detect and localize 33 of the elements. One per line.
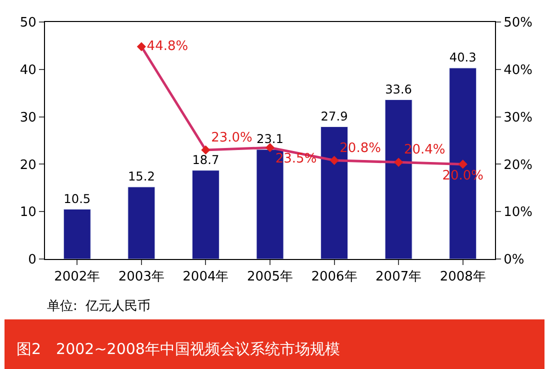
y2-tick-label: 20% — [504, 158, 533, 173]
bar — [192, 170, 220, 259]
x-tick-label: 2006年 — [311, 270, 358, 285]
bar — [128, 186, 156, 259]
x-tick-label: 2005年 — [246, 270, 294, 285]
x-tick-label: 2002年 — [54, 270, 100, 285]
y2-tick-label: 30% — [504, 110, 533, 126]
x-tick-label: 2003年 — [118, 270, 164, 285]
data-label: 18.7 — [192, 152, 220, 167]
y-tick-label: 50 — [20, 16, 36, 31]
data-label: 23.0% — [211, 130, 252, 146]
text: 单位: 亿元人民币 — [47, 299, 151, 314]
y2-tick-label: 0% — [504, 252, 524, 268]
data-label: 33.6 — [385, 82, 412, 96]
y-tick-label: 40 — [20, 62, 36, 78]
data-label: 27.9 — [320, 109, 348, 124]
x-tick-label: 2008年 — [440, 270, 486, 285]
y-tick-label: 0 — [28, 252, 36, 268]
data-label: 40.3 — [449, 50, 476, 65]
data-label: 44.8% — [146, 38, 188, 54]
y2-tick-label: 10% — [504, 205, 533, 220]
data-label: 23.1 — [256, 132, 284, 146]
y-tick-label: 10 — [20, 205, 36, 220]
y2-tick-label: 40% — [504, 62, 533, 78]
text: 图2 2002~2008年中国视频会议系统市场规模 — [16, 340, 340, 358]
data-label: 10.5 — [64, 192, 91, 206]
y-tick-label: 30 — [20, 110, 36, 126]
x-tick-label: 2004年 — [182, 270, 229, 285]
y2-tick-label: 50% — [504, 16, 533, 31]
bar — [63, 208, 91, 259]
y-tick-label: 20 — [20, 158, 36, 173]
x-tick-label: 2007年 — [376, 270, 422, 285]
data-label: 15.2 — [128, 169, 155, 184]
